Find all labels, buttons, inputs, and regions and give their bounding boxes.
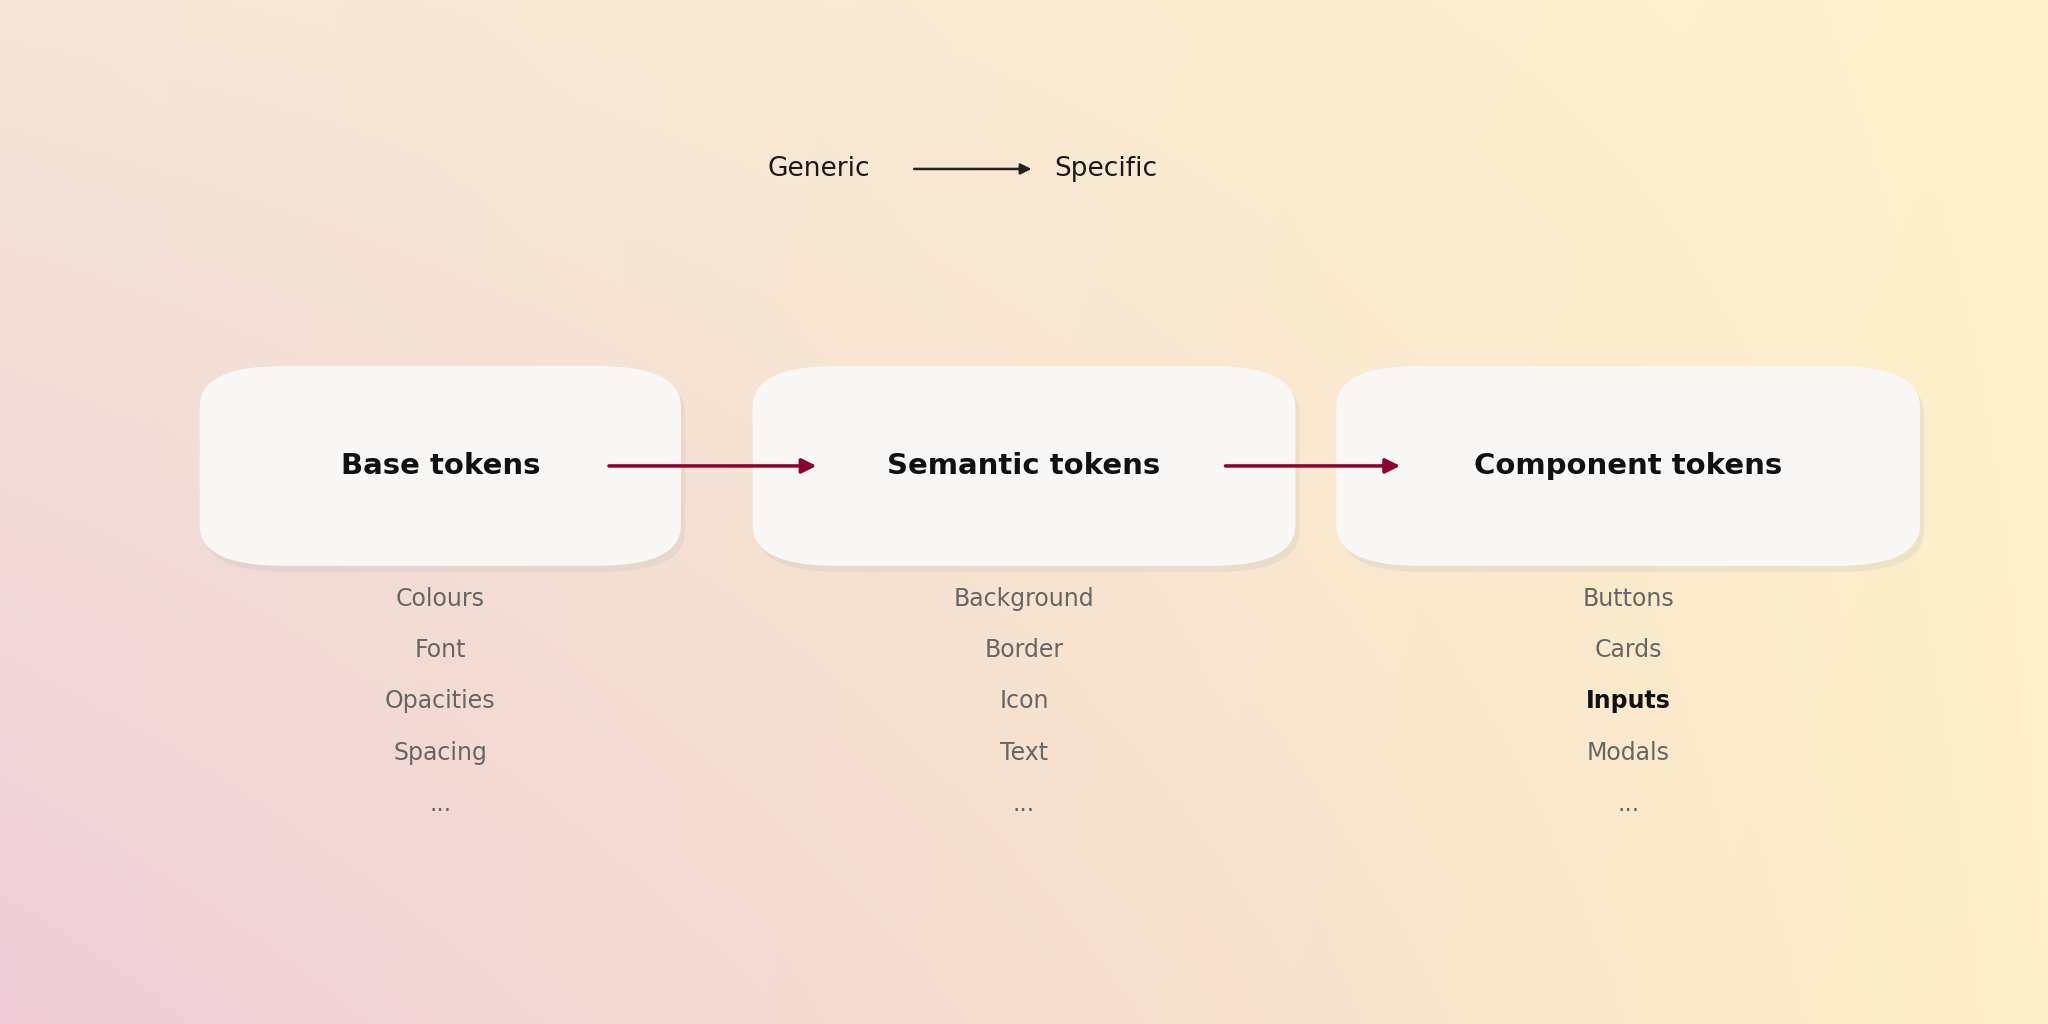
Text: Font: Font: [414, 638, 467, 663]
Text: Border: Border: [985, 638, 1063, 663]
Text: Buttons: Buttons: [1583, 587, 1673, 611]
Text: Text: Text: [999, 740, 1049, 765]
Text: Modals: Modals: [1587, 740, 1669, 765]
Text: Spacing: Spacing: [393, 740, 487, 765]
Text: Generic: Generic: [768, 156, 870, 182]
FancyBboxPatch shape: [1335, 366, 1921, 565]
Text: Inputs: Inputs: [1585, 689, 1671, 714]
Text: ...: ...: [1014, 792, 1034, 816]
Text: Cards: Cards: [1595, 638, 1661, 663]
Text: Base tokens: Base tokens: [340, 452, 541, 480]
FancyBboxPatch shape: [1339, 372, 1925, 571]
FancyBboxPatch shape: [201, 366, 680, 565]
Text: ...: ...: [430, 792, 451, 816]
FancyBboxPatch shape: [758, 372, 1300, 571]
FancyBboxPatch shape: [205, 372, 684, 571]
Text: Opacities: Opacities: [385, 689, 496, 714]
Text: Icon: Icon: [999, 689, 1049, 714]
Text: Specific: Specific: [1055, 156, 1157, 182]
Text: Background: Background: [954, 587, 1094, 611]
Text: Component tokens: Component tokens: [1475, 452, 1782, 480]
Text: ...: ...: [1618, 792, 1638, 816]
Text: Colours: Colours: [395, 587, 485, 611]
Text: Semantic tokens: Semantic tokens: [887, 452, 1161, 480]
FancyBboxPatch shape: [754, 366, 1296, 565]
